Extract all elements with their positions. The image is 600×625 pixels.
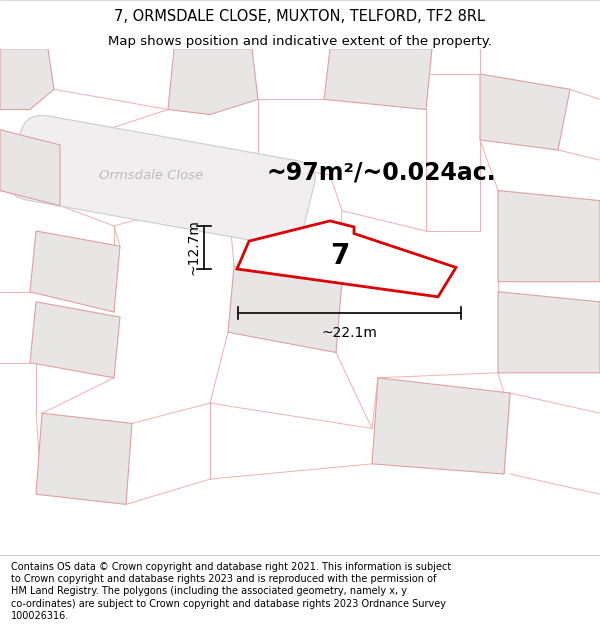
Polygon shape xyxy=(237,221,456,297)
Polygon shape xyxy=(324,49,432,109)
Polygon shape xyxy=(168,49,258,114)
Text: 100026316.: 100026316. xyxy=(11,611,69,621)
Polygon shape xyxy=(36,413,132,504)
Text: 7, ORMSDALE CLOSE, MUXTON, TELFORD, TF2 8RL: 7, ORMSDALE CLOSE, MUXTON, TELFORD, TF2 … xyxy=(115,9,485,24)
Polygon shape xyxy=(0,130,60,206)
Polygon shape xyxy=(372,378,510,474)
Text: Contains OS data © Crown copyright and database right 2021. This information is : Contains OS data © Crown copyright and d… xyxy=(11,562,451,572)
Polygon shape xyxy=(228,266,342,352)
Text: 7: 7 xyxy=(331,242,350,270)
Text: ~12.7m: ~12.7m xyxy=(186,219,200,276)
Polygon shape xyxy=(498,292,600,372)
Text: to Crown copyright and database rights 2023 and is reproduced with the permissio: to Crown copyright and database rights 2… xyxy=(11,574,436,584)
Polygon shape xyxy=(498,191,600,282)
Text: ~97m²/~0.024ac.: ~97m²/~0.024ac. xyxy=(266,161,496,185)
Polygon shape xyxy=(30,231,120,312)
Polygon shape xyxy=(480,74,570,150)
Polygon shape xyxy=(30,302,120,378)
Text: co-ordinates) are subject to Crown copyright and database rights 2023 Ordnance S: co-ordinates) are subject to Crown copyr… xyxy=(11,599,446,609)
Text: Ormsdale Close: Ormsdale Close xyxy=(99,169,203,182)
Text: ~22.1m: ~22.1m xyxy=(322,326,377,339)
Polygon shape xyxy=(0,49,54,109)
Text: Map shows position and indicative extent of the property.: Map shows position and indicative extent… xyxy=(108,35,492,48)
Text: HM Land Registry. The polygons (including the associated geometry, namely x, y: HM Land Registry. The polygons (includin… xyxy=(11,586,407,596)
FancyBboxPatch shape xyxy=(9,116,315,245)
